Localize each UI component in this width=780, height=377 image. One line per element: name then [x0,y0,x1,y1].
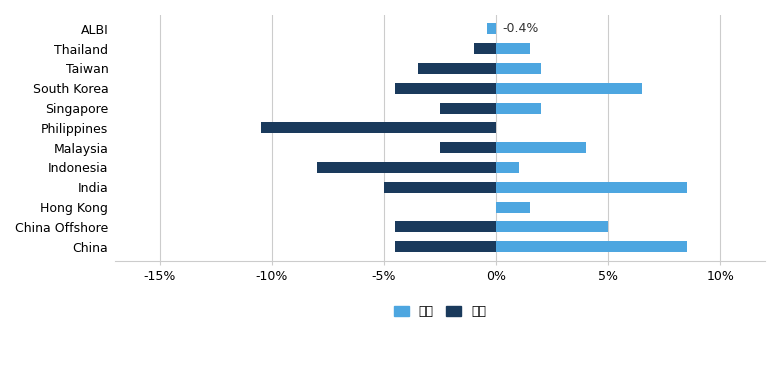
Bar [496,241,686,252]
Bar [395,221,496,232]
Legend: 債券, 通貨: 債券, 通貨 [389,300,491,323]
Bar [395,123,496,133]
Bar [473,43,496,54]
Bar [440,103,496,113]
Bar [496,63,541,74]
Bar [317,162,496,173]
Bar [488,23,496,34]
Bar [440,142,496,153]
Bar [496,202,530,213]
Bar [496,43,530,54]
Bar [496,182,686,193]
Bar [418,63,496,74]
Bar [395,241,496,252]
Bar [496,83,642,94]
Text: -0.4%: -0.4% [503,22,539,35]
Bar [384,182,496,193]
Bar [261,123,496,133]
Bar [395,83,496,94]
Bar [496,221,608,232]
Bar [496,103,541,113]
Bar [496,142,586,153]
Bar [496,162,519,173]
